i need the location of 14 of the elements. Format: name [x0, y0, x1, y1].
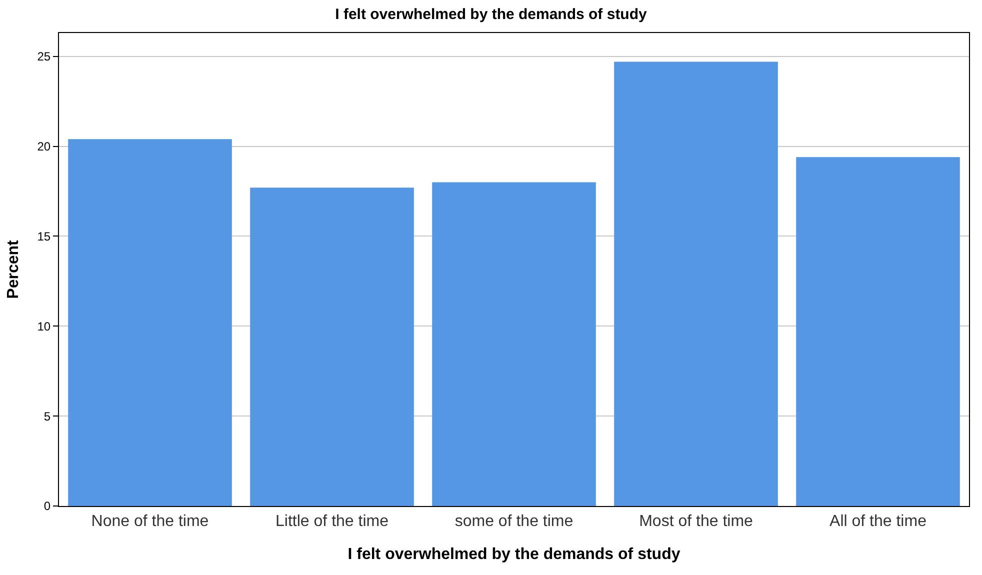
- y-axis-title: Percent: [5, 239, 22, 299]
- x-tick-label: None of the time: [91, 513, 209, 530]
- y-tick-label: 25: [37, 50, 51, 64]
- x-tick-label: All of the time: [830, 513, 927, 530]
- y-tick-label: 15: [37, 229, 51, 244]
- x-tick-label: some of the time: [454, 513, 574, 530]
- y-tick-label: 0: [44, 499, 51, 514]
- x-tick-label: Most of the time: [639, 513, 754, 530]
- chart-title: I felt overwhelmed by the demands of study: [335, 6, 648, 24]
- y-tick-label: 10: [37, 319, 51, 334]
- x-axis-title: I felt overwhelmed by the demands of study: [348, 546, 680, 563]
- y-tick-label: 20: [37, 140, 51, 154]
- x-tick-label: Little of the time: [276, 513, 389, 530]
- y-tick-label: 5: [44, 409, 51, 424]
